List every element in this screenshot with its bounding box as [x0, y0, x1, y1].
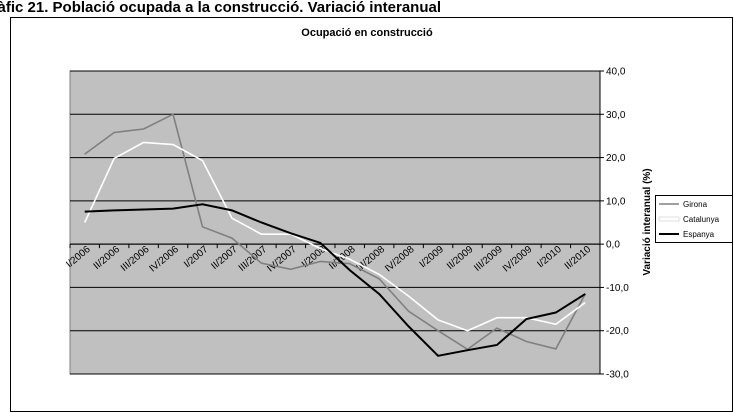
series-line: [84, 113, 586, 351]
legend-label: Espanya: [683, 230, 715, 239]
y-axis-title: Variació interanual (%): [642, 168, 653, 275]
legend-label: Catalunya: [683, 215, 720, 224]
y-tick-label: -10,0: [606, 283, 629, 294]
y-tick-label: -20,0: [606, 326, 629, 337]
series-line: [84, 203, 586, 357]
y-tick-label: 0,0: [606, 240, 620, 251]
chart-title: Ocupació en construcció: [301, 27, 433, 39]
y-tick-label: -30,0: [606, 370, 629, 381]
y-tick-label: 10,0: [606, 196, 626, 207]
y-tick-label: 20,0: [606, 153, 626, 164]
legend-swatch-bg: [658, 216, 680, 222]
y-tick-label: 30,0: [606, 110, 626, 121]
series-line: [83, 141, 586, 332]
plot-area: [69, 70, 601, 375]
page-header: Gràfic 21. Població ocupada a la constru…: [0, 0, 441, 16]
y-tick-label: 40,0: [606, 67, 626, 78]
legend-label: Girona: [683, 200, 708, 209]
